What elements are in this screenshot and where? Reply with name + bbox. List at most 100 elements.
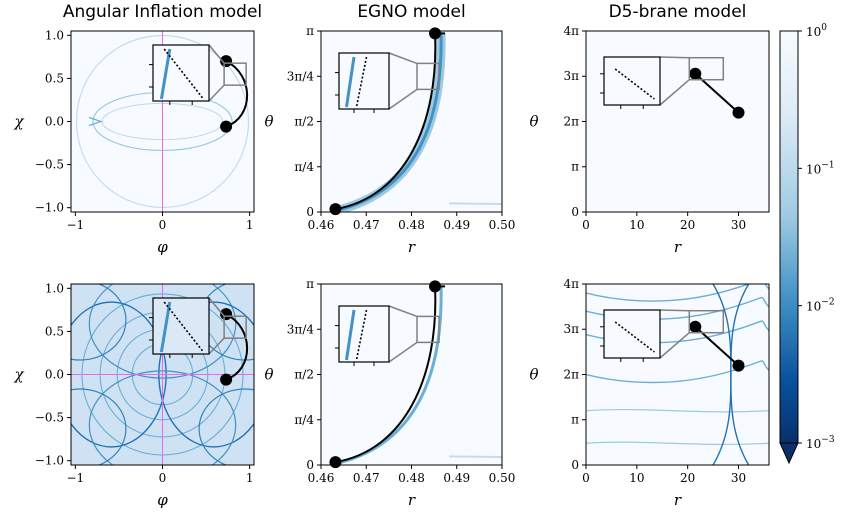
y-tick-label: 3π bbox=[563, 69, 579, 83]
colorbar: 100 10−1 10−2 10−3 bbox=[779, 23, 835, 465]
y-axis-label: θ bbox=[529, 113, 538, 131]
y-tick-label: −1.0 bbox=[35, 201, 64, 215]
y-axis-label: θ bbox=[264, 366, 273, 384]
y-tick-label: 2π bbox=[563, 114, 579, 128]
x-tick-label: −1 bbox=[67, 218, 85, 232]
zoom-inset bbox=[149, 297, 247, 358]
x-tick-label: −1 bbox=[67, 471, 85, 485]
trajectory-end-point bbox=[429, 27, 442, 40]
trajectory-line bbox=[225, 313, 248, 381]
x-axis-label: r bbox=[408, 491, 416, 509]
y-tick-label: 3π/4 bbox=[287, 322, 315, 336]
x-tick-label: 0.46 bbox=[308, 471, 335, 485]
inset-trajectory bbox=[355, 309, 368, 361]
y-tick-label: 1.0 bbox=[45, 28, 64, 42]
x-tick-label: 0.48 bbox=[398, 471, 425, 485]
x-tick-label: 20 bbox=[680, 218, 695, 232]
trajectory-end-point bbox=[220, 308, 233, 321]
panel-bottom-middle: 0.46 0.47 0.48 0.49 0.50 0 π/4 π/2 3π/4 π r θ bbox=[264, 277, 515, 509]
y-tick-label: π/2 bbox=[294, 115, 314, 129]
zoom-inset bbox=[600, 309, 725, 362]
x-tick-label: 0 bbox=[159, 471, 167, 485]
y-tick-label: π/4 bbox=[294, 160, 314, 174]
y-tick-label: 2π bbox=[563, 367, 579, 381]
panel-title: EGNO model bbox=[357, 2, 465, 22]
y-tick-label: −0.5 bbox=[35, 411, 64, 425]
trajectory-start-point bbox=[732, 359, 745, 372]
trajectory-start-point bbox=[220, 373, 233, 386]
panel-top-right: 0 10 20 30 0 π 2π 3π 4π r θ D5-brane model bbox=[529, 2, 770, 256]
colorbar-tick-label: 10−2 bbox=[806, 298, 835, 314]
panel-title: Angular Inflation model bbox=[63, 2, 262, 22]
colorbar-body bbox=[779, 30, 799, 444]
inset-trajectory bbox=[614, 321, 655, 353]
inset-trajectory bbox=[163, 48, 205, 100]
y-tick-label: 0.0 bbox=[45, 115, 64, 129]
x-axis-label: r bbox=[408, 238, 416, 256]
y-axis-label: χ bbox=[13, 366, 24, 384]
zoom-region-box bbox=[688, 56, 725, 81]
panel-top-middle: 0.46 0.47 0.48 0.49 0.50 0 π/4 π/2 3π/4 π r θ EGNO m… bbox=[264, 2, 515, 256]
y-tick-label: 0 bbox=[571, 458, 579, 472]
y-tick-label: π/4 bbox=[294, 413, 314, 427]
trajectory-line bbox=[335, 285, 446, 464]
trajectory-start-point bbox=[732, 106, 745, 119]
x-tick-label: 0 bbox=[582, 471, 590, 485]
y-tick-label: 0 bbox=[571, 205, 579, 219]
trajectory-start-point bbox=[220, 120, 233, 133]
x-axis-label: r bbox=[674, 238, 682, 256]
x-tick-label: 30 bbox=[731, 218, 746, 232]
y-tick-label: 3π/4 bbox=[287, 69, 315, 83]
y-tick-label: 0.0 bbox=[45, 368, 64, 382]
y-tick-label: 4π bbox=[563, 277, 579, 291]
inset-frame bbox=[152, 297, 210, 355]
zoom-region-box bbox=[223, 62, 247, 86]
zoom-region-box bbox=[223, 315, 247, 339]
panel-title: D5-brane model bbox=[609, 2, 747, 22]
x-tick-label: 0.47 bbox=[353, 471, 380, 485]
zoom-inset bbox=[149, 44, 247, 105]
x-tick-label: 0.49 bbox=[443, 471, 470, 485]
x-axis-label: r bbox=[674, 491, 682, 509]
y-tick-label: π bbox=[571, 413, 579, 427]
x-tick-label: 10 bbox=[629, 218, 644, 232]
x-tick-label: 0.48 bbox=[398, 218, 425, 232]
x-axis-label: φ bbox=[157, 491, 168, 509]
x-axis-label: φ bbox=[157, 238, 168, 256]
inset-trajectory bbox=[163, 301, 205, 353]
y-tick-label: 0 bbox=[306, 205, 314, 219]
y-tick-label: 4π bbox=[563, 24, 579, 38]
panel-bottom-right: 0 10 20 30 0 π 2π 3π 4π r θ bbox=[529, 277, 770, 509]
y-tick-label: 0 bbox=[306, 458, 314, 472]
y-tick-label: 3π bbox=[563, 322, 579, 336]
y-tick-label: π bbox=[306, 277, 314, 291]
zoom-inset bbox=[335, 305, 440, 366]
zoom-region-box bbox=[688, 309, 725, 334]
y-tick-label: π/2 bbox=[294, 368, 314, 382]
x-tick-label: 20 bbox=[680, 471, 695, 485]
x-tick-label: 0.50 bbox=[489, 471, 516, 485]
heatmap-features bbox=[586, 284, 769, 465]
x-tick-label: 0.50 bbox=[489, 218, 516, 232]
zoom-inset bbox=[335, 52, 440, 113]
y-tick-label: 0.5 bbox=[45, 324, 64, 338]
y-tick-label: π bbox=[571, 160, 579, 174]
y-axis-label: θ bbox=[264, 113, 273, 131]
x-tick-label: 0 bbox=[159, 218, 167, 232]
x-tick-label: 10 bbox=[629, 471, 644, 485]
zoom-inset bbox=[600, 56, 725, 109]
trajectory-end-point bbox=[689, 67, 702, 80]
trajectory-line bbox=[225, 60, 248, 128]
y-tick-label: −0.5 bbox=[35, 158, 64, 172]
y-tick-label: 1.0 bbox=[45, 281, 64, 295]
colorbar-tick-label: 10−1 bbox=[806, 160, 835, 176]
zoom-region-box bbox=[416, 62, 440, 91]
inset-trajectory bbox=[355, 56, 368, 108]
panel-top-left: −1 0 1 −1.0 −0.5 0.0 0.5 1.0 φ χ Angular Inflation… bbox=[13, 2, 262, 256]
zoom-region-box bbox=[416, 315, 440, 344]
trajectory-line bbox=[335, 32, 446, 211]
trajectory-start-point bbox=[329, 203, 342, 216]
x-tick-label: 1 bbox=[246, 471, 254, 485]
colorbar-tick-label: 100 bbox=[806, 23, 827, 39]
